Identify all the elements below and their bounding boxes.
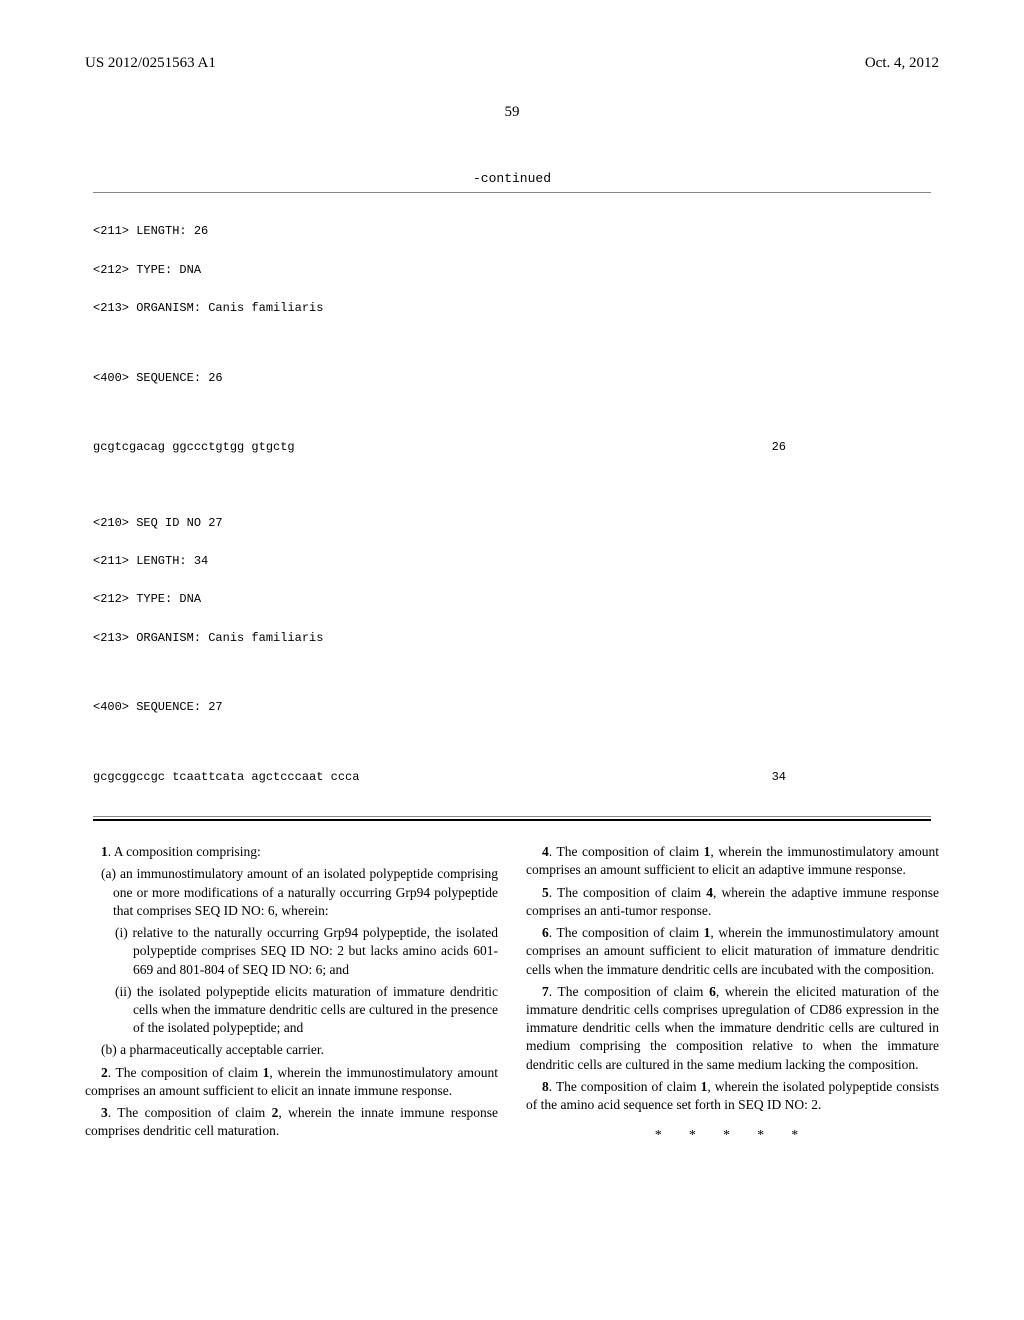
claim-5: 5. The composition of claim 4, wherein t… — [526, 884, 939, 920]
seq-type: <212> TYPE: DNA — [93, 590, 931, 609]
continued-label: -continued — [85, 171, 939, 186]
seq-length: <211> LENGTH: 26 — [93, 222, 931, 241]
seq-organism: <213> ORGANISM: Canis familiaris — [93, 299, 931, 318]
claim-8: 8. The composition of claim 1, wherein t… — [526, 1078, 939, 1114]
seq-text: gcgtcgacag ggccctgtgg gtgctg — [93, 438, 295, 457]
claim-1-b: (b) a pharmaceutically acceptable carrie… — [85, 1041, 498, 1059]
claim-4: 4. The composition of claim 1, wherein t… — [526, 843, 939, 879]
publication-date: Oct. 4, 2012 — [865, 55, 939, 72]
page-number: 59 — [85, 104, 939, 121]
page-header: US 2012/0251563 A1 Oct. 4, 2012 — [85, 55, 939, 72]
publication-number: US 2012/0251563 A1 — [85, 55, 216, 72]
claim-3: 3. The composition of claim 2, wherein t… — [85, 1104, 498, 1140]
claim-1-a-ii: (ii) the isolated polypeptide elicits ma… — [85, 983, 498, 1038]
claim-1-a: (a) an immunostimulatory amount of an is… — [85, 865, 498, 920]
seq-type: <212> TYPE: DNA — [93, 261, 931, 280]
seq-id: <210> SEQ ID NO 27 — [93, 514, 931, 533]
seq-line: gcgtcgacag ggccctgtgg gtgctg 26 — [93, 438, 931, 457]
seq-text: gcgcggccgc tcaattcata agctcccaat ccca — [93, 768, 359, 787]
seq-label: <400> SEQUENCE: 27 — [93, 698, 931, 717]
claims-section: 1. A composition comprising: (a) an immu… — [85, 843, 939, 1144]
claim-2: 2. The composition of claim 1, wherein t… — [85, 1064, 498, 1100]
claim-6: 6. The composition of claim 1, wherein t… — [526, 924, 939, 979]
seq-position: 34 — [772, 768, 786, 787]
end-stars: * * * * * — [526, 1126, 939, 1144]
seq-length: <211> LENGTH: 34 — [93, 552, 931, 571]
seq-line: gcgcggccgc tcaattcata agctcccaat ccca 34 — [93, 768, 931, 787]
sequence-listing: <211> LENGTH: 26 <212> TYPE: DNA <213> O… — [93, 192, 931, 817]
seq-label: <400> SEQUENCE: 26 — [93, 369, 931, 388]
seq-position: 26 — [772, 438, 786, 457]
claim-1-a-i: (i) relative to the naturally occurring … — [85, 924, 498, 979]
seq-end-rule — [93, 819, 931, 821]
claim-7: 7. The composition of claim 6, wherein t… — [526, 983, 939, 1074]
seq-organism: <213> ORGANISM: Canis familiaris — [93, 629, 931, 648]
claim-1-intro: 1. A composition comprising: — [85, 843, 498, 861]
